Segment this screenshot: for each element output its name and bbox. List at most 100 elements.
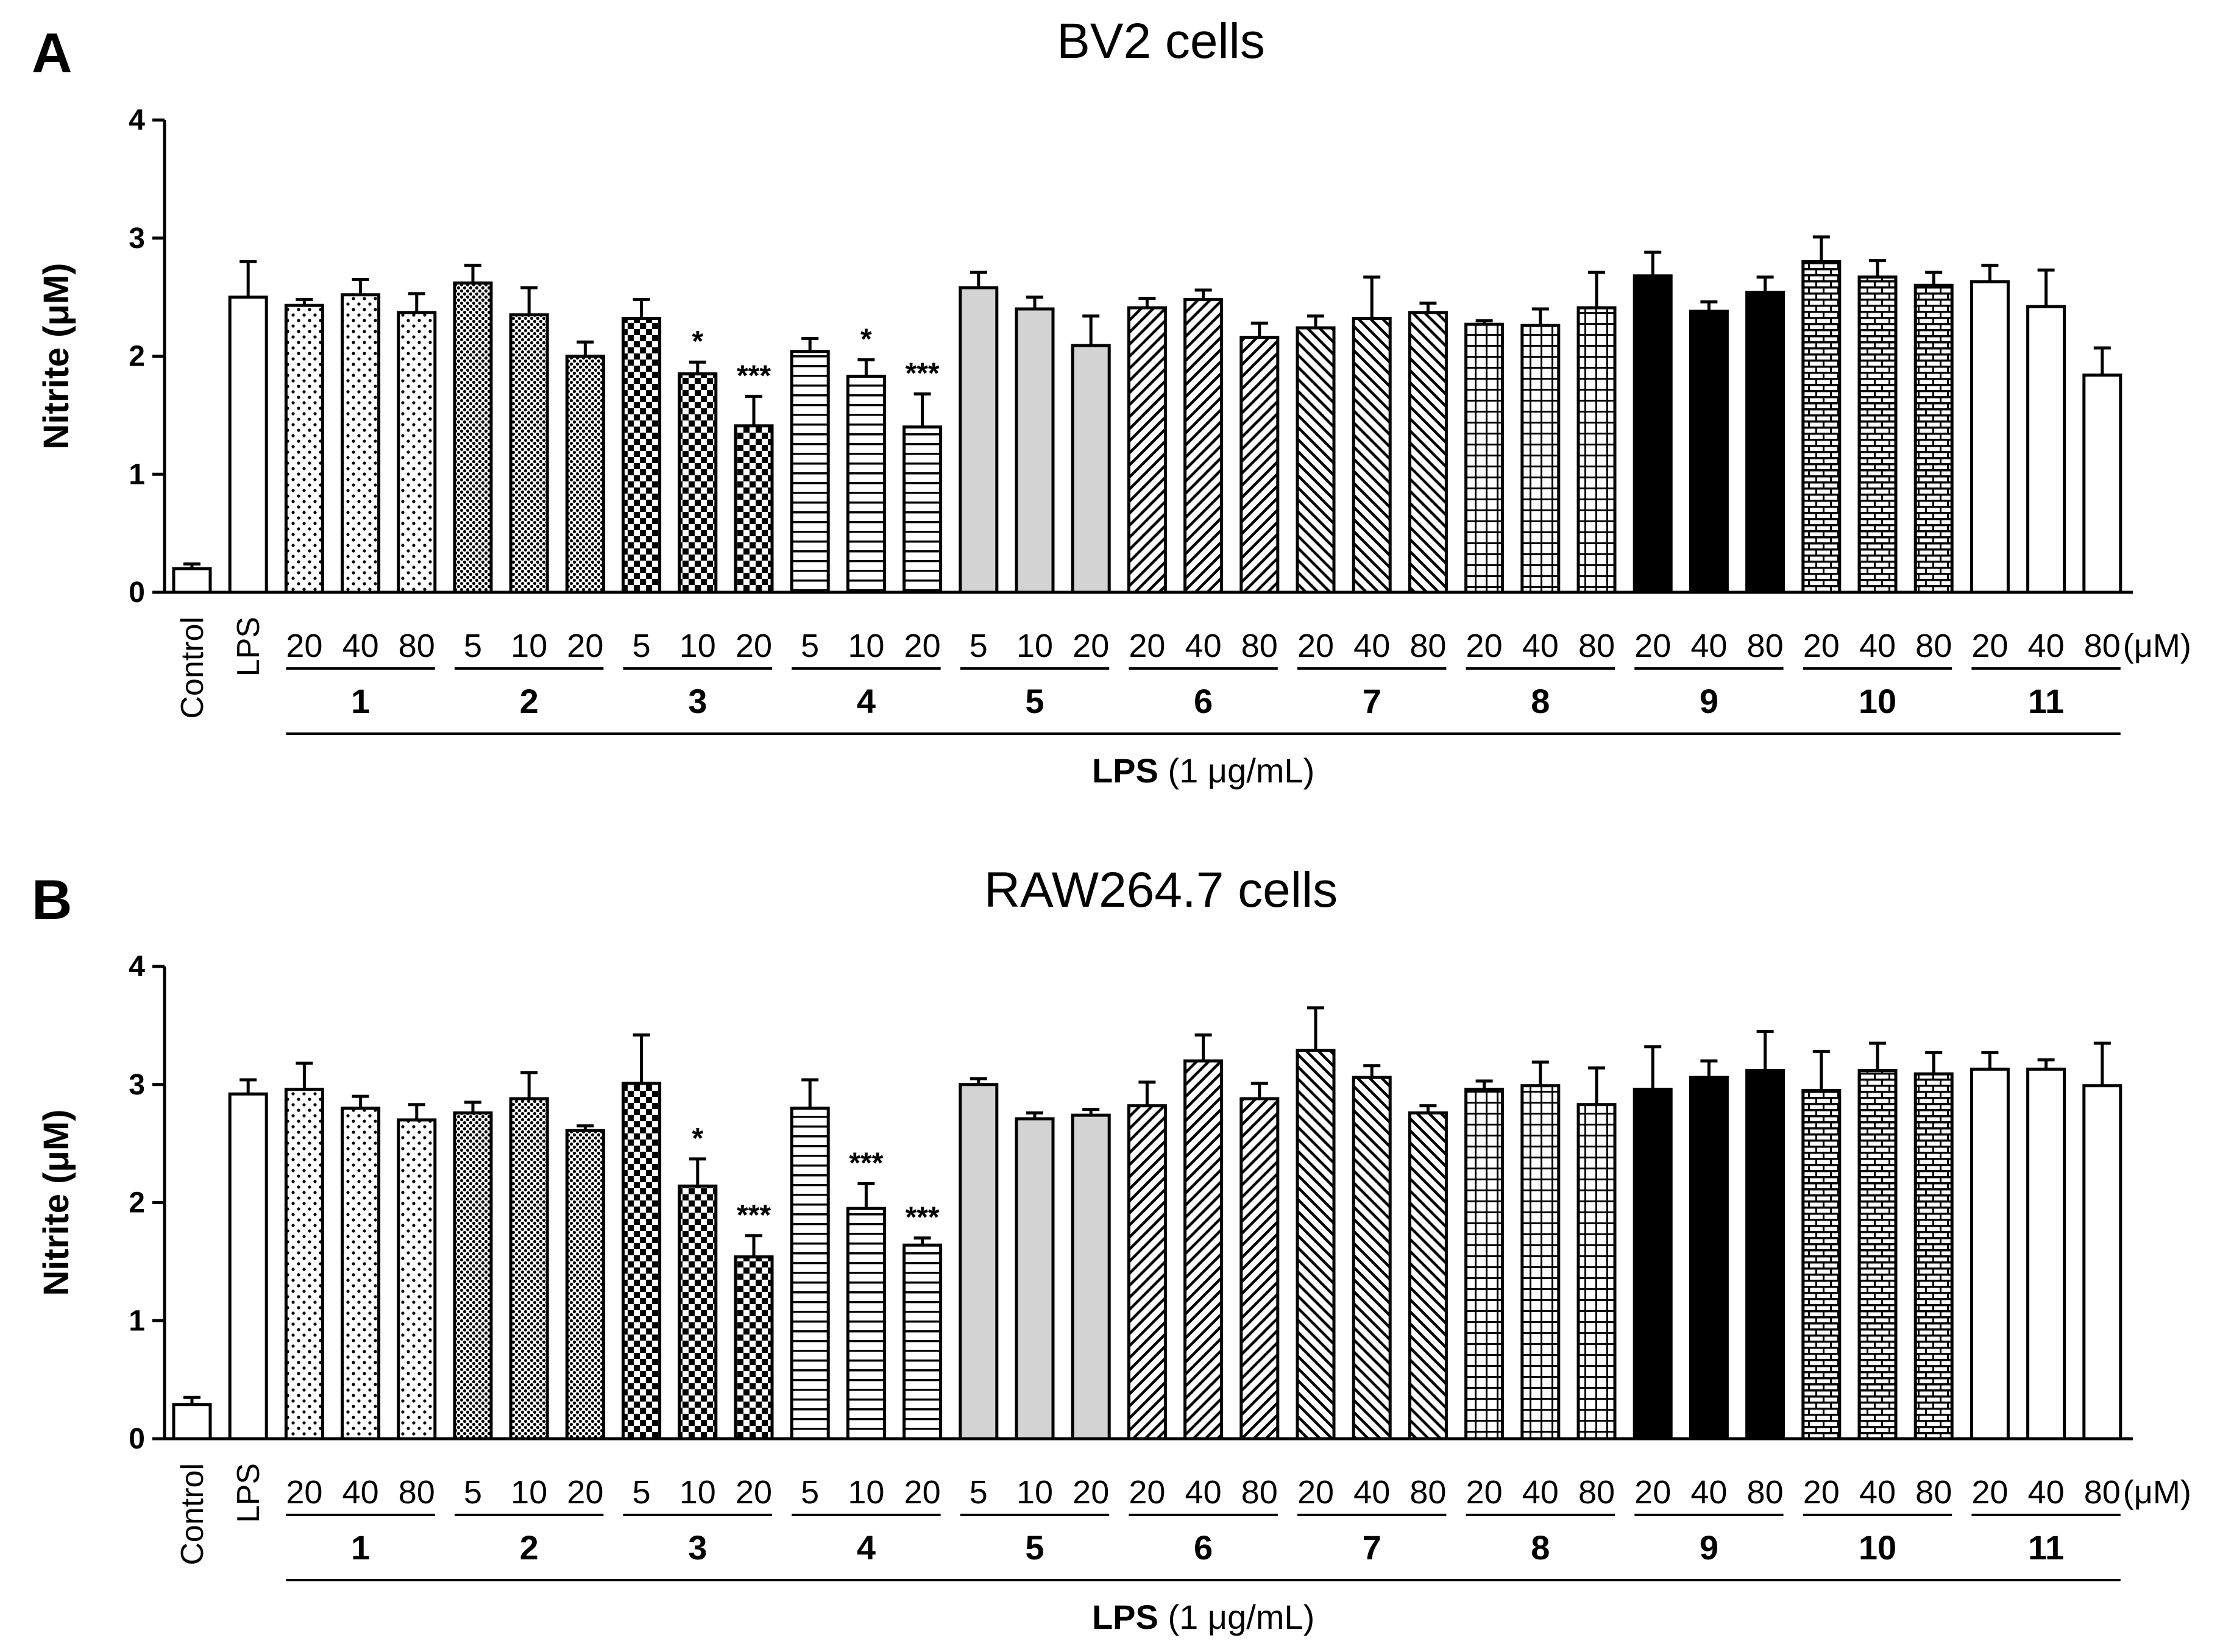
x-tick-label: 5	[464, 628, 482, 664]
bar-group: 20	[1296, 314, 1336, 664]
panel-a: A BV2 cells 0 1 2 3 4 Nitrite (μM) Control LPS 20 4…	[32, 13, 2191, 790]
x-tick-label: 10	[1016, 1474, 1053, 1511]
bar-group: 80	[1239, 321, 1280, 664]
x-tick-label: 20	[1297, 1474, 1334, 1511]
bar	[509, 1097, 549, 1441]
x-tick-label: 20	[1466, 1474, 1503, 1511]
group-label: 3	[688, 682, 707, 720]
bar-group: 80	[1576, 271, 1617, 664]
bar	[959, 1083, 999, 1441]
x-tick-label: 40	[1353, 628, 1390, 664]
treatment-label-bold: LPS	[1092, 751, 1158, 790]
x-tick-label: 20	[1634, 628, 1671, 664]
bar-group: 5	[959, 1077, 999, 1511]
x-tick-label: LPS	[231, 617, 266, 676]
bar	[790, 1107, 830, 1441]
treatment-label-bold: LPS	[1092, 1598, 1158, 1636]
bar	[509, 313, 549, 594]
x-tick-label: 20	[1466, 628, 1503, 664]
bar-group: 40	[1689, 1059, 1729, 1511]
y-tick-label: 4	[129, 951, 145, 983]
bar-group: LPS	[228, 260, 268, 676]
bar	[565, 355, 605, 594]
bar	[397, 1118, 437, 1441]
bar-group: 5	[790, 336, 830, 664]
treatment-label: LPS (1 μg/mL)	[1092, 751, 1314, 790]
significance-mark: ***	[906, 1202, 940, 1234]
significance-mark: *	[692, 325, 703, 358]
x-tick-label: 80	[1410, 628, 1446, 664]
group-label: 1	[351, 1528, 370, 1567]
bar-group: 10	[509, 1071, 549, 1511]
x-unit-label: (μM)	[2123, 628, 2191, 664]
bar-group: *** 20	[902, 1202, 943, 1511]
x-tick-label: Control	[175, 1463, 210, 1565]
x-tick-label: 10	[848, 628, 884, 664]
x-tick-label: 40	[1522, 1474, 1559, 1511]
bar-group: 20	[565, 340, 605, 664]
bar	[846, 1207, 886, 1441]
bar	[1633, 274, 1673, 594]
bar	[284, 1088, 324, 1441]
bar	[172, 1403, 212, 1441]
x-tick-label: 20	[1073, 1474, 1109, 1511]
group-label: 11	[2028, 682, 2064, 720]
x-tick-label: 20	[1971, 1474, 2008, 1511]
x-tick-label: 20	[1803, 628, 1840, 664]
bar	[228, 1092, 268, 1441]
x-tick-label: 10	[679, 628, 716, 664]
treatment-label-rest: (1 μg/mL)	[1158, 1598, 1314, 1636]
x-tick-label: 40	[342, 628, 379, 664]
bar	[1408, 311, 1448, 594]
bar-group: 5	[453, 1101, 493, 1511]
y-tick-label: 3	[129, 222, 145, 255]
x-tick-label: 5	[633, 1474, 651, 1511]
x-tick-label: 20	[286, 1474, 322, 1511]
group-label: 2	[520, 682, 539, 720]
bar	[1408, 1111, 1448, 1441]
significance-mark: *	[860, 323, 872, 355]
bar-group: * 10	[846, 323, 886, 664]
group-label: 6	[1194, 682, 1213, 720]
group-label: 8	[1531, 682, 1550, 720]
bar	[397, 311, 437, 594]
bar-group: 20	[565, 1124, 605, 1511]
bar-group: 40	[1520, 1060, 1561, 1511]
bar	[1857, 275, 1898, 594]
x-tick-label: 5	[633, 628, 651, 664]
bar-group: 10	[1015, 296, 1055, 664]
bar	[902, 425, 943, 594]
x-tick-label: 20	[1129, 628, 1165, 664]
bar-group: 40	[2026, 268, 2066, 664]
significance-mark: ***	[737, 360, 771, 392]
y-tick-label: 0	[129, 576, 145, 609]
group-label: 4	[857, 1528, 876, 1567]
bar	[1970, 280, 2010, 594]
bar	[1464, 322, 1505, 594]
x-tick-label: 5	[801, 628, 819, 664]
x-tick-label: 80	[1915, 1474, 1952, 1511]
y-tick-label: 0	[129, 1423, 145, 1455]
y-tick-label: 1	[129, 1305, 145, 1337]
bar	[734, 424, 774, 594]
bar-group: 5	[622, 1033, 662, 1511]
x-tick-label: 80	[1410, 1474, 1446, 1511]
x-tick-label: 80	[1747, 628, 1784, 664]
bar	[453, 1111, 493, 1441]
bar-group: 40	[1183, 1033, 1224, 1511]
x-tick-label: 20	[1971, 628, 2008, 664]
x-tick-label: LPS	[231, 1463, 266, 1523]
bar	[2026, 1068, 2066, 1441]
group-label: 1	[351, 682, 370, 720]
y-tick-label: 1	[129, 458, 145, 491]
bar-group: 80	[1745, 1030, 1785, 1511]
group-label: 11	[2028, 1528, 2064, 1567]
x-tick-label: 20	[567, 628, 603, 664]
group-label: 4	[857, 682, 876, 720]
x-tick-label: 20	[1803, 1474, 1840, 1511]
bar-group: 80	[1408, 301, 1448, 664]
treatment-label-rest: (1 μg/mL)	[1158, 751, 1314, 790]
x-tick-label: 10	[848, 1474, 884, 1511]
bar-group: 80	[1913, 271, 1954, 664]
bar	[1239, 336, 1280, 594]
